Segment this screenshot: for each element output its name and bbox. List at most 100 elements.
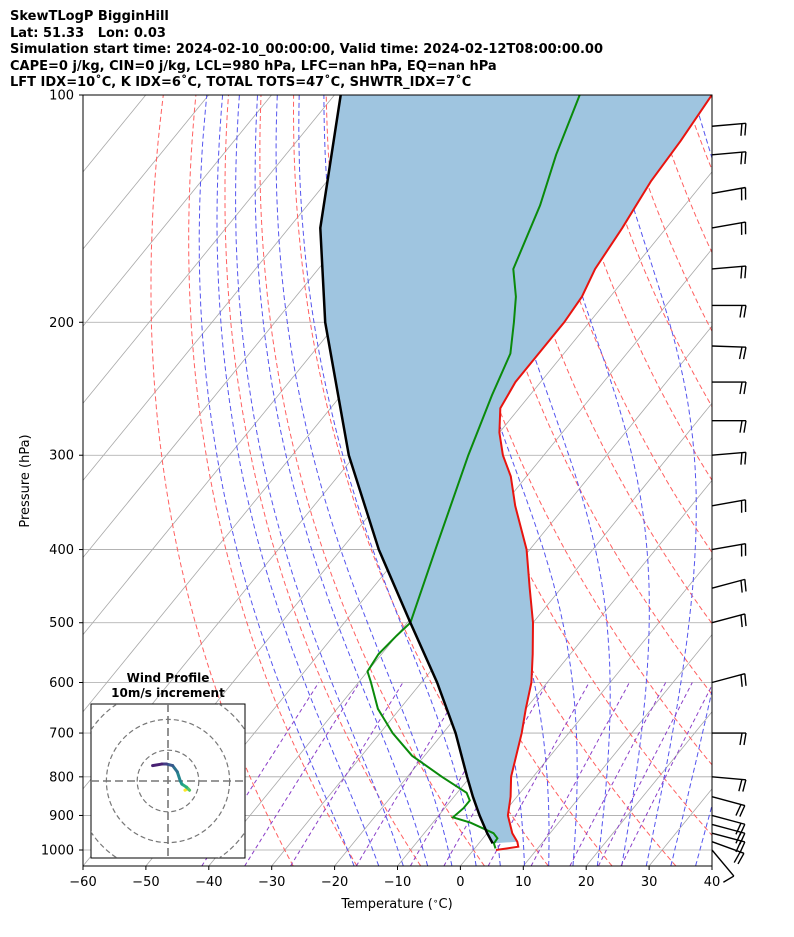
moist-adiabat <box>529 95 650 866</box>
moist-adiabat <box>298 95 477 866</box>
x-tick-label: −20 <box>321 875 348 890</box>
mixing-ratio-line <box>597 682 693 866</box>
x-tick-label: 20 <box>578 875 595 890</box>
barb-shaft <box>711 265 746 270</box>
isotherm-line <box>83 95 84 96</box>
barb-shaft <box>711 122 746 127</box>
dry-adiabat <box>292 95 549 866</box>
dry-adiabat <box>150 95 294 866</box>
mixing-ratio-line <box>409 682 517 866</box>
wind-barb <box>711 499 747 513</box>
hodograph-ring <box>136 749 200 813</box>
barb-shaft <box>711 451 746 456</box>
wind-barb <box>711 613 747 628</box>
chart-title: SkewTLogP BigginHill <box>10 9 169 24</box>
y-tick-label: 200 <box>49 316 74 331</box>
hodograph-segment <box>151 762 164 768</box>
barb-flag <box>735 822 742 835</box>
barb-flag <box>740 152 743 165</box>
barb-flag <box>733 851 741 863</box>
dewpoint-line <box>366 95 581 849</box>
hodograph-subtitle: 10m/s increment <box>111 686 225 700</box>
x-tick-label: 30 <box>641 875 658 890</box>
barb-flag <box>723 875 735 883</box>
moist-adiabat <box>254 95 429 866</box>
cin-fill-area <box>320 95 712 844</box>
moist-adiabat <box>198 95 355 866</box>
wind-barb <box>711 221 747 235</box>
isotherm-line <box>522 634 712 866</box>
barb-flag <box>743 420 747 433</box>
wind-barb <box>711 814 746 836</box>
mixing-ratio-line <box>244 682 360 866</box>
dry-adiabat <box>684 95 712 172</box>
wind-barb <box>711 186 747 201</box>
dry-adiabat <box>782 95 794 866</box>
moist-adiabat <box>235 95 404 866</box>
barb-shaft <box>711 578 746 589</box>
y-axis-label: Pressure (hPa) <box>18 434 33 527</box>
isotherm-line <box>83 95 209 250</box>
x-tick-label: −50 <box>132 875 159 890</box>
x-tick-label: 0 <box>456 875 464 890</box>
isotherm-line <box>334 402 712 866</box>
barb-flag <box>740 123 743 136</box>
y-tick-label: 400 <box>49 543 74 558</box>
simulation-times: Simulation start time: 2024-02-10_00:00:… <box>10 42 603 57</box>
barb-flag <box>744 579 747 592</box>
barb-flag <box>737 852 745 865</box>
barb-shaft <box>711 841 745 854</box>
barb-shaft <box>711 776 746 781</box>
mixing-ratio-line <box>355 682 466 866</box>
wind-barb <box>712 732 747 746</box>
barb-flag <box>739 305 743 318</box>
barb-flag <box>738 779 743 792</box>
isotherm-line <box>711 865 712 866</box>
barb-shaft <box>711 832 746 843</box>
wind-barb <box>712 304 747 318</box>
barb-flag <box>744 613 747 627</box>
wind-barbs <box>711 122 747 883</box>
barb-shaft <box>711 823 746 834</box>
mixing-ratio-line <box>569 682 667 866</box>
chart-header: SkewTLogP BigginHill Lat: 51.33 Lon: 0.03… <box>10 9 603 92</box>
isotherm-line <box>585 711 712 866</box>
x-tick-label: 40 <box>704 875 721 890</box>
barb-flag <box>744 123 747 136</box>
barb-flag <box>744 265 747 279</box>
barb-shaft <box>711 542 746 551</box>
isotherm-line <box>775 95 794 866</box>
barb-shaft <box>711 849 735 877</box>
isotherm-line <box>460 556 712 866</box>
moist-adiabat <box>601 95 697 866</box>
hodograph-title: Wind Profile <box>127 671 210 685</box>
isotherm-line <box>83 95 398 482</box>
dry-adiabat <box>651 95 712 254</box>
barb-flag <box>742 779 747 792</box>
mixing-ratio-line <box>290 682 404 866</box>
mixing-ratio-line <box>620 684 712 866</box>
barb-flag <box>740 452 743 465</box>
wind-barb <box>711 542 747 557</box>
y-tick-label: 1000 <box>41 844 74 859</box>
barb-flag <box>739 841 746 854</box>
barb-flag <box>740 614 743 628</box>
x-tick-label: 10 <box>515 875 532 890</box>
moist-adiabat <box>275 95 453 866</box>
moist-adiabat <box>720 95 794 866</box>
barb-flag <box>739 732 743 746</box>
sounding-traces <box>319 95 712 851</box>
wind-barb <box>711 122 747 136</box>
barb-shaft <box>711 186 746 195</box>
parcel-line <box>319 95 494 844</box>
wind-barb <box>711 796 746 817</box>
barb-flag <box>744 151 747 165</box>
wind-barb <box>711 673 747 687</box>
dry-adiabat <box>717 95 794 866</box>
y-tick-label: 900 <box>49 809 74 824</box>
barb-flag <box>735 804 742 816</box>
barb-shaft <box>711 221 746 229</box>
y-tick-label: 100 <box>49 89 74 104</box>
x-tick-label: −10 <box>384 875 411 890</box>
